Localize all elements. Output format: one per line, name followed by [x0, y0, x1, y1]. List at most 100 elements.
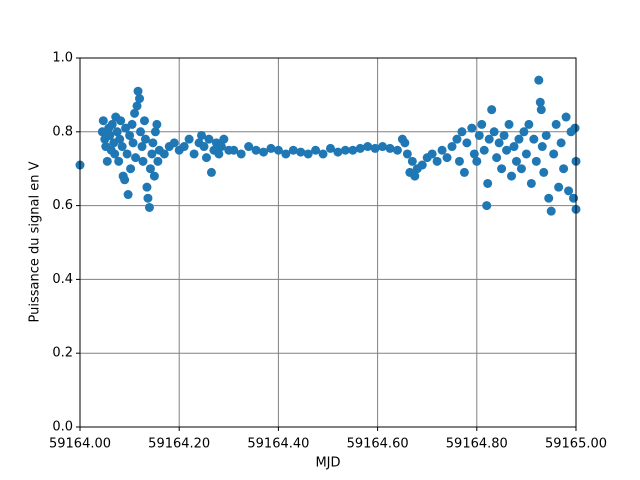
point [509, 142, 519, 152]
point [570, 123, 580, 133]
point [132, 101, 142, 111]
y-tick-label: 0.2 [52, 346, 73, 361]
point [273, 145, 283, 155]
point [120, 175, 130, 185]
point [392, 145, 402, 155]
point [219, 134, 229, 144]
point [459, 167, 469, 177]
point [502, 145, 512, 155]
point [483, 178, 493, 188]
point [551, 119, 561, 129]
point [139, 116, 149, 126]
point [534, 75, 544, 85]
point [363, 142, 373, 152]
point [521, 149, 531, 159]
point [457, 127, 467, 137]
point [526, 178, 536, 188]
point [150, 127, 160, 137]
point [135, 94, 145, 104]
point [417, 160, 427, 170]
point [407, 156, 417, 166]
point [145, 164, 155, 174]
point [214, 149, 224, 159]
point [556, 138, 566, 148]
x-tick-label: 59165.00 [545, 437, 607, 452]
point [114, 156, 124, 166]
point [447, 142, 457, 152]
x-axis-label: MJD [315, 456, 340, 471]
point [378, 142, 388, 152]
point [333, 147, 343, 157]
x-tick-label: 59164.20 [148, 437, 210, 452]
point [125, 130, 135, 140]
y-tick-label: 1.0 [52, 51, 73, 66]
point [159, 149, 169, 159]
x-tick-label: 59164.00 [49, 437, 111, 452]
point [189, 149, 199, 159]
point [442, 153, 452, 163]
point [554, 182, 564, 192]
point [107, 119, 117, 129]
point [130, 108, 140, 118]
point [469, 149, 479, 159]
point [472, 156, 482, 166]
point [325, 143, 335, 153]
point [514, 134, 524, 144]
point [229, 145, 239, 155]
y-tick-label: 0.6 [52, 198, 73, 213]
point [541, 130, 551, 140]
point [477, 119, 487, 129]
point [504, 119, 514, 129]
point [318, 149, 328, 159]
point [98, 116, 108, 126]
point [296, 147, 306, 157]
point [131, 153, 141, 163]
point [216, 142, 226, 152]
point [410, 171, 420, 181]
point [340, 145, 350, 155]
point [266, 143, 276, 153]
point [462, 138, 472, 148]
point [148, 138, 158, 148]
point [348, 145, 358, 155]
point [535, 97, 545, 107]
point [549, 149, 559, 159]
y-tick-label: 0.4 [52, 272, 73, 287]
point [303, 149, 313, 159]
point [144, 202, 154, 212]
point [244, 142, 254, 152]
point [112, 127, 122, 137]
point [110, 149, 120, 159]
point [546, 206, 556, 216]
y-tick-label: 0.0 [52, 420, 73, 435]
point [432, 156, 442, 166]
point [138, 156, 148, 166]
point [147, 149, 157, 159]
point [569, 193, 579, 203]
point [153, 156, 163, 166]
point [136, 127, 146, 137]
point [494, 138, 504, 148]
point [311, 145, 321, 155]
point [105, 130, 115, 140]
point [117, 142, 127, 152]
point [482, 201, 492, 211]
plot-frame [79, 57, 577, 428]
point [529, 134, 539, 144]
point [259, 147, 269, 157]
point [116, 116, 126, 126]
point [511, 156, 521, 166]
point [479, 145, 489, 155]
point [474, 130, 484, 140]
point [142, 182, 152, 192]
point [123, 190, 133, 200]
point [564, 186, 574, 196]
point [427, 149, 437, 159]
point [559, 164, 569, 174]
point [402, 149, 412, 159]
point [536, 105, 546, 115]
point [437, 145, 447, 155]
point [531, 156, 541, 166]
